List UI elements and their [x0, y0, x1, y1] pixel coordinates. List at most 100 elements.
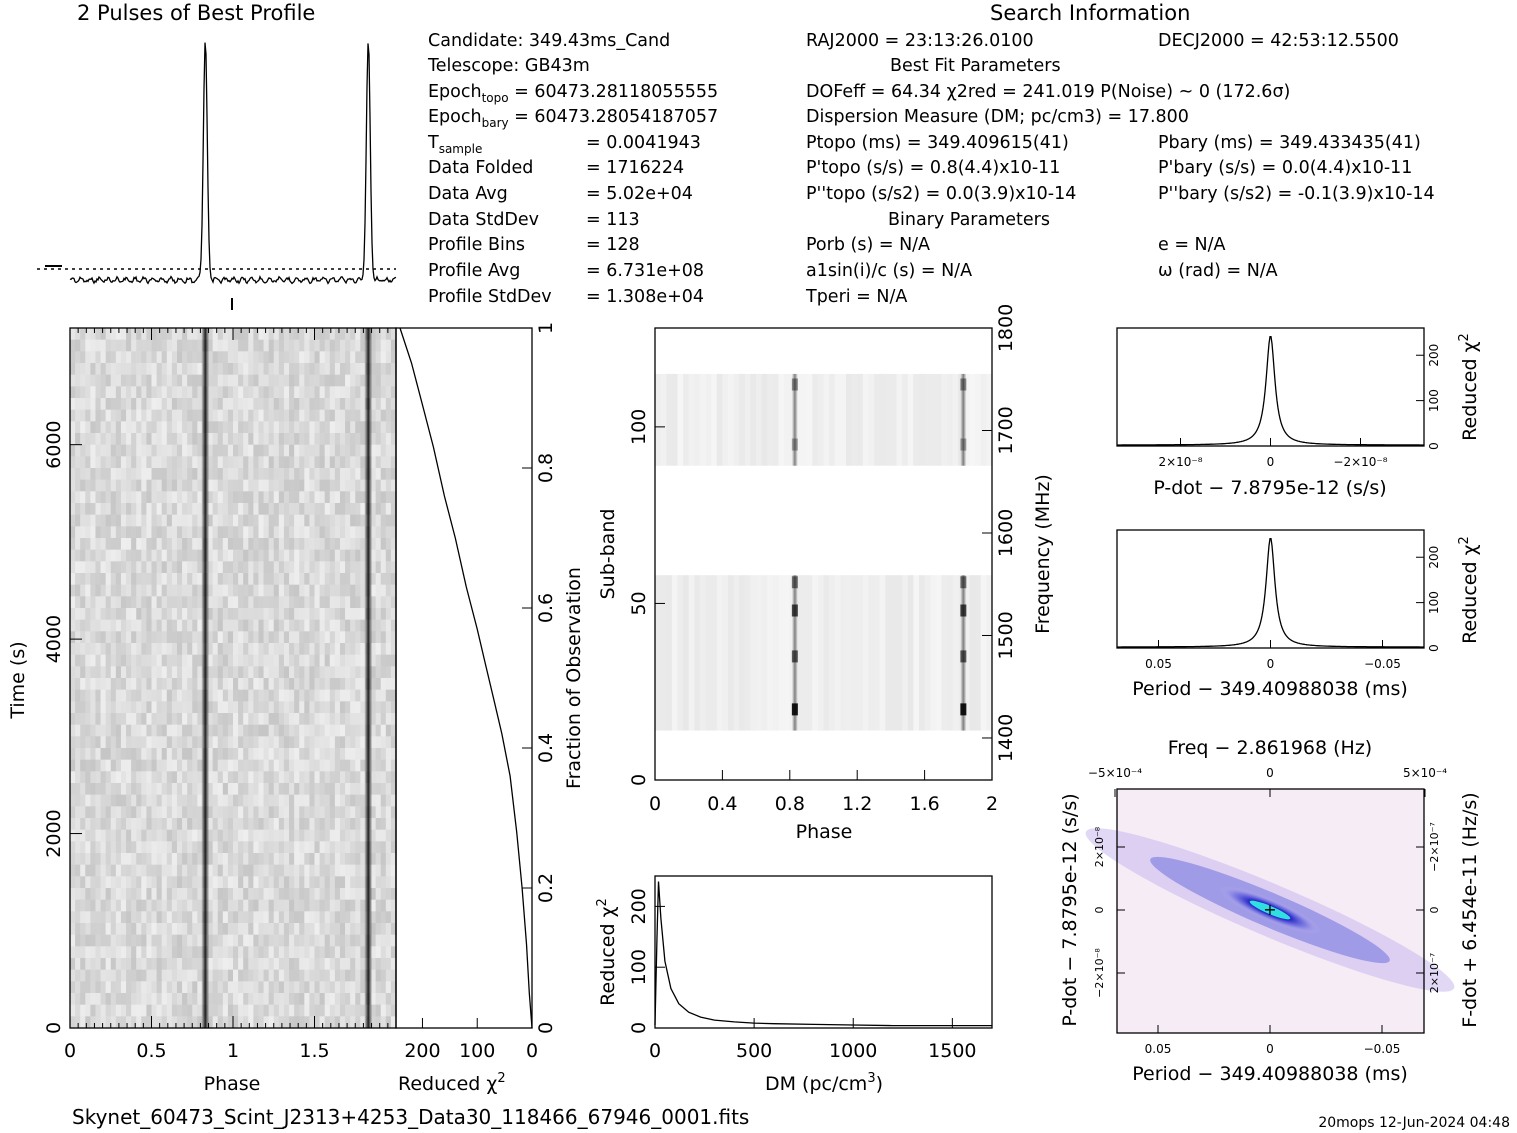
time-phase-cell: [390, 654, 397, 667]
binary-title: Binary Parameters: [888, 210, 1050, 230]
time-phase-cell: [207, 409, 214, 422]
time-phase-cell: [85, 1016, 91, 1029]
time-phase-cell: [380, 409, 387, 422]
time-phase-cell: [370, 1004, 377, 1017]
time-phase-cell: [390, 864, 397, 877]
time-phase-cell: [207, 363, 214, 376]
time-phase-cell: [95, 701, 102, 714]
time-phase-cell: [350, 514, 356, 527]
time-phase-cell: [314, 969, 321, 982]
time-phase-cell: [90, 654, 97, 667]
time-phase-cell: [90, 561, 97, 574]
subband-cell: [975, 373, 982, 466]
time-phase-cell: [105, 701, 112, 714]
time-phase-cell: [233, 701, 239, 714]
time-phase-cell: [80, 584, 86, 597]
time-phase-cell: [70, 386, 76, 399]
time-phase-cell: [268, 363, 275, 376]
time-phase-cell: [100, 829, 107, 842]
time-phase-cell: [233, 923, 239, 936]
subband-cell: [857, 575, 864, 731]
time-phase-cell: [304, 643, 310, 656]
time-phase-cell: [339, 456, 346, 469]
time-phase-cell: [151, 421, 158, 434]
chi-fraction-plot: 200 100 000.20.40.60.81 Reduced χ2 Fractio…: [395, 322, 585, 1095]
time-phase-cell: [171, 433, 178, 446]
time-phase-cell: [258, 421, 265, 434]
time-phase-cell: [222, 969, 229, 982]
time-phase-cell: [350, 934, 356, 947]
time-phase-cell: [227, 631, 234, 644]
time-phase-cell: [263, 421, 270, 434]
time-phase-cell: [380, 339, 387, 352]
time-phase-cell: [248, 794, 254, 807]
time-phase-cell: [120, 783, 127, 796]
time-phase-cell: [248, 339, 254, 352]
time-phase-cell: [207, 561, 214, 574]
time-phase-cell: [370, 631, 377, 644]
time-phase-cell: [248, 783, 254, 796]
time-phase-cell: [110, 666, 117, 679]
time-phase-cell: [90, 666, 97, 679]
time-phase-cell: [380, 654, 387, 667]
time-phase-cell: [80, 678, 86, 691]
time-phase-cell: [273, 468, 280, 481]
time-phase-cell: [334, 748, 341, 761]
time-phase-cell: [380, 841, 387, 854]
time-phase-cell: [115, 899, 122, 912]
time-phase-cell: [176, 993, 183, 1006]
time-phase-cell: [141, 654, 147, 667]
time-phase-cell: [141, 689, 147, 702]
time-phase-cell: [95, 596, 102, 609]
time-phase-cell: [390, 923, 397, 936]
subband-cell: [874, 373, 881, 466]
time-phase-cell: [329, 398, 336, 411]
time-phase-cell: [294, 853, 300, 866]
time-phase-cell: [304, 899, 310, 912]
time-phase-cell: [273, 748, 280, 761]
time-phase-cell: [355, 631, 361, 644]
time-phase-cell: [314, 503, 321, 516]
time-phase-cell: [248, 958, 254, 971]
time-phase-cell: [355, 1004, 361, 1017]
time-phase-cell: [182, 643, 188, 656]
time-phase-cell: [360, 818, 367, 831]
time-phase-cell: [243, 853, 249, 866]
time-phase-cell: [238, 981, 244, 994]
time-phase-cell: [380, 876, 387, 889]
time-phase-cell: [141, 806, 147, 819]
time-phase-cell: [278, 584, 285, 597]
subband-cell: [784, 575, 791, 731]
time-phase-cell: [268, 328, 275, 341]
time-phase-cell: [253, 573, 260, 586]
time-phase-cell: [115, 549, 122, 562]
time-phase-cell: [385, 993, 392, 1006]
best-fit-title: Best Fit Parameters: [890, 56, 1061, 76]
time-phase-cell: [380, 596, 387, 609]
time-phase-cell: [268, 759, 275, 772]
time-phase-cell: [314, 561, 321, 574]
time-phase-cell: [182, 923, 188, 936]
time-phase-cell: [146, 328, 153, 341]
time-phase-cell: [161, 864, 168, 877]
time-phase-cell: [126, 783, 132, 796]
time-phase-cell: [304, 829, 310, 842]
time-phase-cell: [248, 561, 254, 574]
time-phase-cell: [339, 619, 346, 632]
time-phase-cell: [136, 456, 142, 469]
time-phase-cell: [273, 433, 280, 446]
time-phase-cell: [243, 806, 249, 819]
time-phase-cell: [182, 678, 188, 691]
pdot-chi-xtick-label: 0: [1267, 455, 1275, 469]
time-phase-cell: [238, 993, 244, 1006]
time-phase-cell: [370, 479, 377, 492]
time-phase-cell: [370, 433, 377, 446]
time-phase-cell: [171, 899, 178, 912]
time-phase-cell: [141, 573, 147, 586]
time-phase-cell: [390, 619, 397, 632]
time-phase-cell: [156, 654, 163, 667]
time-phase-cell: [136, 374, 142, 387]
time-phase-cell: [120, 853, 127, 866]
time-phase-cell: [243, 923, 249, 936]
time-phase-cell: [350, 643, 356, 656]
